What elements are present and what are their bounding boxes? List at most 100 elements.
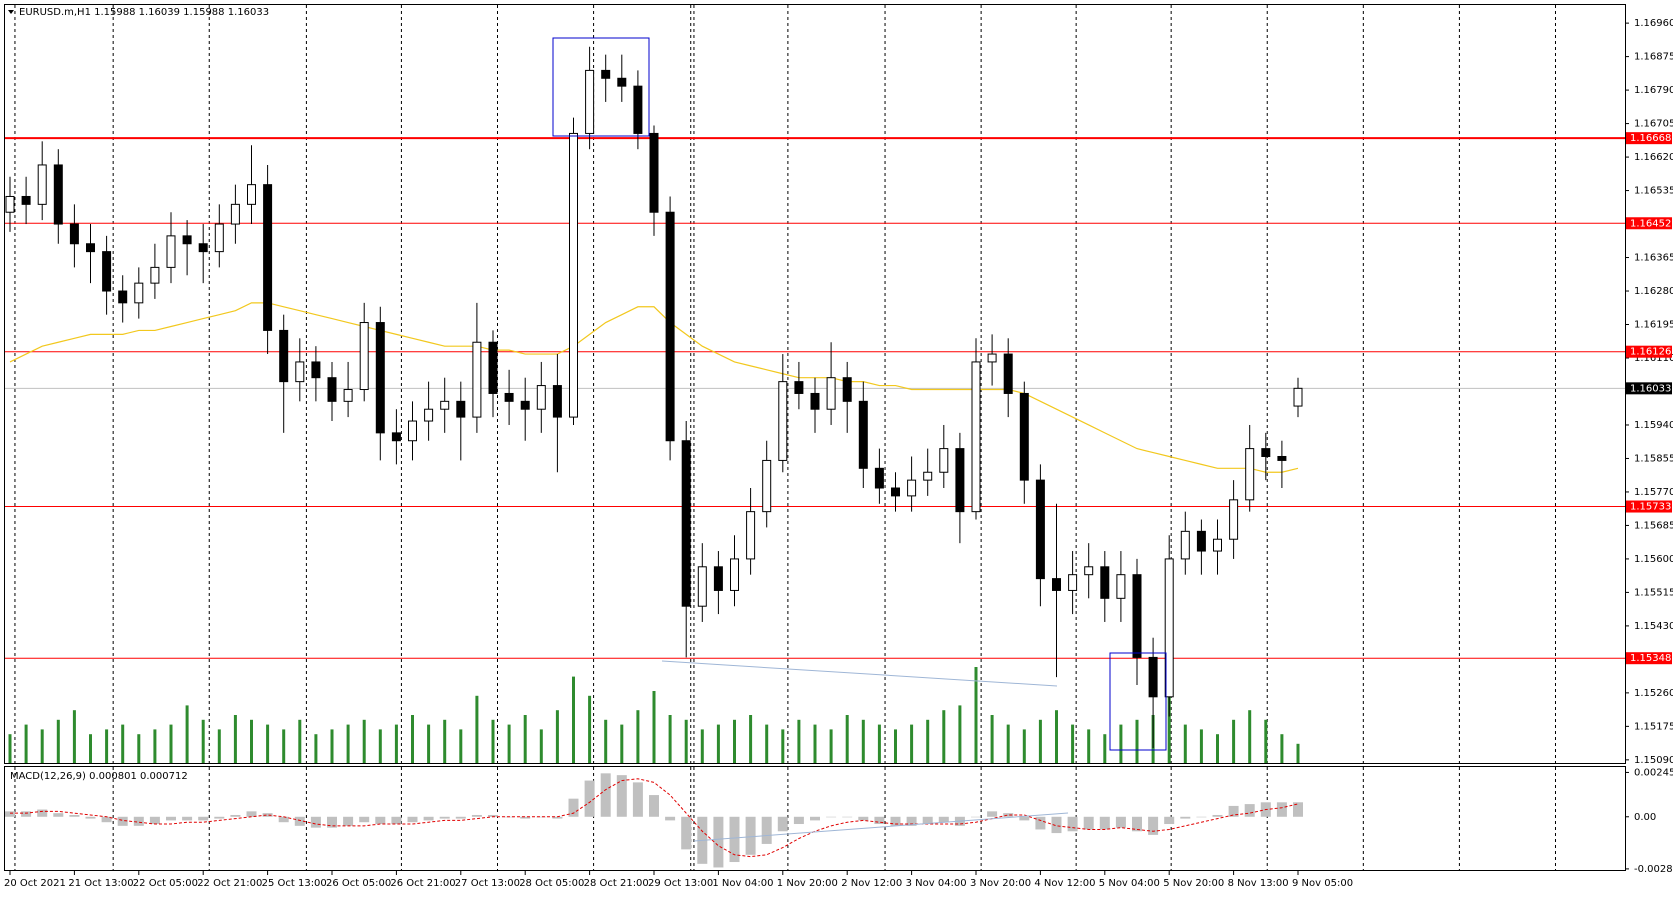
volume-bar <box>572 676 575 763</box>
level-label: 1.16668 <box>1630 133 1671 144</box>
candle-body <box>971 361 981 513</box>
macd-bar <box>922 816 933 825</box>
volume-bar <box>1183 724 1187 763</box>
volume-bar <box>684 719 688 763</box>
menu-arrow <box>8 10 14 14</box>
macd-bar <box>166 816 176 821</box>
macd-header: MACD(12,26,9) 0.000801 0.000712 <box>10 771 188 782</box>
candle-body <box>279 329 289 383</box>
level-label-box <box>1626 652 1672 665</box>
candle-body <box>601 69 611 79</box>
candle-body <box>810 392 820 410</box>
y-tick-label: 1.15855 <box>1634 453 1673 464</box>
macd-bar <box>69 814 80 817</box>
highlight-box <box>1109 652 1167 751</box>
x-tick-label: 22 Oct 05:00 <box>133 878 198 889</box>
volume-bar <box>137 734 141 763</box>
volume-bar <box>926 719 930 763</box>
y-tick-label: 1.16365 <box>1634 253 1673 264</box>
candle-body <box>617 77 627 87</box>
volume-bar <box>443 719 447 763</box>
macd-bar <box>1196 816 1207 818</box>
macd-bar <box>1019 816 1030 821</box>
volume-bar <box>491 719 495 763</box>
volume-bar <box>765 724 769 763</box>
candle-body <box>440 400 450 410</box>
macd-bar <box>826 816 837 818</box>
x-tick-label: 27 Oct 13:00 <box>455 878 520 889</box>
macd-bar <box>1276 802 1287 817</box>
candle-body <box>569 132 578 418</box>
volume-bar <box>233 715 237 763</box>
volume-bar <box>877 724 881 763</box>
candle-body <box>874 467 884 489</box>
macd-bar <box>310 816 321 828</box>
candle-body <box>21 195 31 205</box>
volume-bar <box>1006 724 1010 763</box>
candle-body <box>939 448 949 473</box>
symbol-header: EURUSD.m,H1 1.15988 1.16039 1.15988 1.16… <box>19 7 269 18</box>
candle-body <box>778 381 788 461</box>
candle-body <box>1116 574 1126 599</box>
macd-bar <box>327 816 337 828</box>
volume-bar <box>1103 734 1107 763</box>
y-tick-label: 1.16110 <box>1634 353 1673 364</box>
x-tick-label: 9 Nov 05:00 <box>1292 878 1353 889</box>
volume-bar <box>845 715 849 763</box>
volume-bar <box>700 729 704 763</box>
macd-bar <box>536 816 547 818</box>
x-tick-label: 1 Nov 04:00 <box>712 878 773 889</box>
signal-line <box>10 778 1299 858</box>
candle-body <box>327 377 337 402</box>
candle-body <box>1035 479 1045 580</box>
candle-body <box>826 377 836 410</box>
volume-bar <box>1264 719 1268 763</box>
volume-bar <box>330 729 334 763</box>
x-tick-label: 26 Oct 05:00 <box>326 878 391 889</box>
candle-body <box>118 290 128 304</box>
candle-body <box>665 211 675 442</box>
volume-bar <box>1038 719 1042 763</box>
macd-bar <box>1293 802 1303 817</box>
candle-body <box>214 223 224 253</box>
candle-body <box>408 420 417 442</box>
macd-bar <box>649 795 659 817</box>
candle-body <box>375 322 385 434</box>
volume-bar <box>185 705 189 763</box>
candle-body <box>633 85 643 134</box>
candle-body <box>295 361 305 383</box>
candle-body <box>858 400 868 469</box>
volume-bar <box>539 729 543 763</box>
macd-bar <box>471 814 482 817</box>
macd-panel-frame <box>4 766 1626 871</box>
macd-bar <box>1067 816 1078 832</box>
macd-bar <box>117 816 128 826</box>
macd-bar <box>423 816 434 821</box>
candle-body <box>891 487 900 497</box>
volume-bar <box>1119 724 1123 763</box>
volume-bar <box>749 715 753 763</box>
y-tick-label: 1.16705 <box>1634 119 1673 130</box>
volume-bar <box>781 729 785 763</box>
macd-bar <box>890 816 901 826</box>
y-tick-label: 1.15260 <box>1634 688 1673 699</box>
macd-bar <box>842 816 853 818</box>
y-tick-label: 1.15685 <box>1634 520 1673 531</box>
macd-bar <box>665 816 676 821</box>
candle-body <box>1277 455 1287 461</box>
volume-bar <box>733 719 736 763</box>
volume-bar <box>990 715 994 763</box>
macd-bar <box>777 816 788 832</box>
volume-bar <box>588 695 592 763</box>
y-tick-label: 1.16535 <box>1634 186 1673 197</box>
macd-bar <box>616 775 627 817</box>
macd-bar <box>729 816 740 863</box>
macd-bar <box>793 816 804 825</box>
macd-bar <box>971 816 981 818</box>
candle-body <box>1293 387 1303 407</box>
volume-bar <box>153 729 157 763</box>
candle-body <box>730 558 739 591</box>
candle-body <box>263 184 273 331</box>
macd-bar <box>343 816 354 826</box>
volume-bar <box>523 715 527 763</box>
